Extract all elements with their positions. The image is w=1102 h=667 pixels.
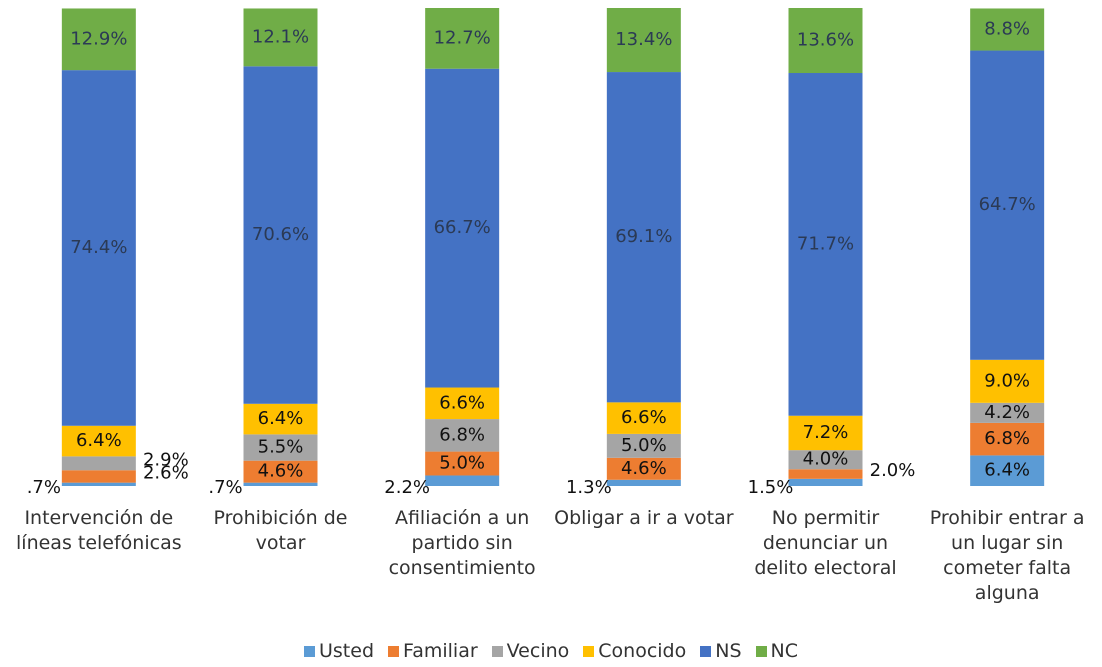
bar-segment <box>243 8 318 67</box>
bar-segment <box>425 68 500 388</box>
bar-segment <box>788 73 863 416</box>
bar-segment <box>788 469 863 479</box>
data-label: 71.7% <box>797 233 854 254</box>
data-label: 12.1% <box>252 26 309 47</box>
x-tick-label: Prohibir entrar a un lugar sin cometer f… <box>929 507 1085 604</box>
data-label: 64.7% <box>979 194 1036 215</box>
legend: Usted Familiar Vecino Conocido NS NC <box>0 640 1102 662</box>
data-label: 70.6% <box>252 224 309 245</box>
legend-item: Familiar <box>388 640 478 662</box>
data-label: 6.4% <box>258 408 304 429</box>
bar-segment <box>606 402 681 434</box>
bar-segment <box>970 422 1045 456</box>
bar-segment <box>243 434 318 461</box>
data-label: 4.6% <box>258 461 304 482</box>
data-label: .7% <box>27 477 61 498</box>
data-label: 12.7% <box>434 27 491 48</box>
data-label: 2.6% <box>143 462 189 483</box>
bar-segment <box>425 475 500 486</box>
bar-segment <box>243 66 318 404</box>
data-label: 2.9% <box>143 449 189 470</box>
bar-segment <box>425 8 500 69</box>
legend-item: NS <box>700 640 742 662</box>
bar-segment <box>970 359 1045 403</box>
legend-label: NC <box>770 640 798 662</box>
bar-segment <box>606 457 681 480</box>
x-tick-label: Prohibición de votar <box>213 507 348 554</box>
legend-item: NC <box>755 640 798 662</box>
bar-segment <box>425 419 500 452</box>
data-label: 1.5% <box>748 477 794 498</box>
bar-segment <box>970 50 1045 360</box>
data-label: 8.8% <box>984 19 1030 40</box>
legend-swatch <box>583 645 595 657</box>
data-label: 4.2% <box>984 402 1030 423</box>
data-label: 7.2% <box>803 422 849 443</box>
bar-segment <box>243 482 318 486</box>
data-label: 4.6% <box>621 458 667 479</box>
data-label: 4.0% <box>803 449 849 470</box>
bar-segment <box>788 478 863 486</box>
legend-item: Usted <box>304 640 374 662</box>
legend-label: Usted <box>319 640 375 662</box>
data-label: 6.4% <box>76 430 122 451</box>
data-label: 6.6% <box>439 392 485 413</box>
bar-segment <box>243 460 318 483</box>
data-label: 6.8% <box>984 428 1030 449</box>
bar-segment <box>970 402 1045 423</box>
data-label: 5.0% <box>439 453 485 474</box>
bar-segment <box>788 8 863 74</box>
data-label: 66.7% <box>434 217 491 238</box>
legend-label: Familiar <box>403 640 478 662</box>
bar-segment <box>606 479 681 486</box>
data-label: 6.4% <box>984 460 1030 481</box>
legend-label: NS <box>715 640 742 662</box>
data-label: 13.6% <box>797 30 854 51</box>
bar-segment <box>61 470 136 483</box>
bar-segment <box>61 482 136 486</box>
data-label: 74.4% <box>70 237 127 258</box>
legend-swatch <box>304 645 315 657</box>
data-label: 6.8% <box>439 424 485 445</box>
data-label: 1.3% <box>566 477 612 498</box>
bar-segment <box>606 72 681 403</box>
legend-item: Conocido <box>583 640 686 662</box>
data-label: 12.9% <box>70 28 127 49</box>
bar-segment <box>61 8 136 71</box>
x-tick-label: Intervención de líneas telefónicas <box>16 507 182 554</box>
bar-segment <box>243 403 318 435</box>
data-label: 2.0% <box>870 460 916 481</box>
legend-swatch <box>388 645 400 657</box>
bar-segment <box>61 425 136 457</box>
bar-segment <box>425 387 500 420</box>
bar-segment <box>61 70 136 426</box>
legend-swatch <box>700 645 712 657</box>
x-tick-label: Obligar a ir a votar <box>554 507 734 529</box>
x-tick-label: No permitir denunciar un delito electora… <box>754 507 897 579</box>
data-label: 13.4% <box>615 29 672 50</box>
legend-swatch <box>491 645 503 657</box>
bar-segment <box>788 415 863 451</box>
bar-segment <box>425 451 500 476</box>
x-tick-label: Afiliación a un partido sin consentimien… <box>388 507 536 579</box>
legend-item: Vecino <box>491 640 570 662</box>
bar-segment <box>606 433 681 458</box>
data-label: 5.5% <box>258 437 304 458</box>
bar-segment <box>61 456 136 471</box>
legend-label: Conocido <box>598 640 687 662</box>
bar-segment <box>606 8 681 73</box>
data-label: 5.0% <box>621 435 667 456</box>
data-label: .7% <box>208 477 242 498</box>
legend-label: Vecino <box>506 640 570 662</box>
data-label: 9.0% <box>984 370 1030 391</box>
data-label: 2.2% <box>384 477 430 498</box>
legend-swatch <box>755 645 767 657</box>
bar-segment <box>970 455 1045 486</box>
bar-segment <box>788 450 863 470</box>
data-label: 6.6% <box>621 407 667 428</box>
data-label: 69.1% <box>615 226 672 247</box>
bar-segment <box>970 8 1045 51</box>
